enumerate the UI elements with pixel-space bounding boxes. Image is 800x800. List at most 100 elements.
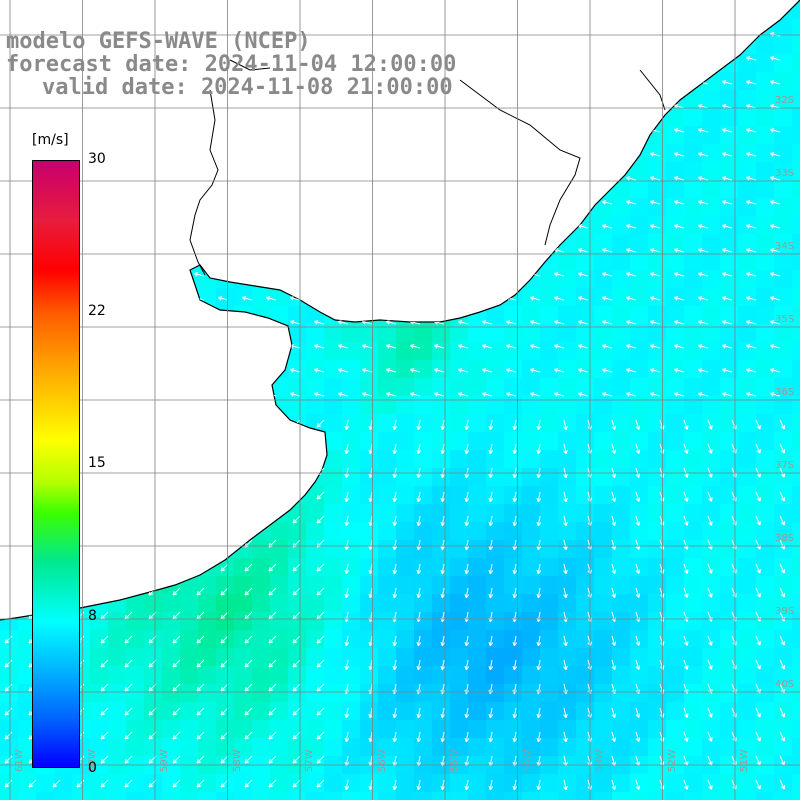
wind-speed-cell	[612, 0, 630, 18]
wind-speed-cell	[270, 180, 288, 198]
wind-arrow	[193, 320, 205, 325]
wind-arrow	[344, 539, 350, 551]
wind-speed-cell	[198, 702, 216, 720]
wind-speed-cell	[126, 0, 144, 18]
wind-speed-cell	[90, 702, 108, 720]
wind-speed-cell	[162, 342, 180, 360]
wind-speed-cell	[216, 270, 234, 288]
latitude-label: 35S	[775, 314, 795, 325]
wind-speed-cell	[468, 36, 486, 54]
wind-speed-cell	[288, 432, 306, 450]
wind-speed-cell	[432, 198, 450, 216]
wind-arrow	[416, 659, 422, 671]
wind-speed-cell	[180, 450, 198, 468]
wind-speed-cell	[630, 216, 648, 234]
wind-arrow	[409, 392, 421, 397]
wind-arrow	[172, 779, 181, 788]
wind-arrow	[779, 443, 786, 454]
wind-arrow	[673, 8, 685, 13]
wind-speed-cell	[324, 432, 342, 450]
wind-speed-cell	[630, 252, 648, 270]
wind-arrow	[779, 707, 786, 718]
wind-speed-cell	[612, 252, 630, 270]
wind-arrow	[721, 272, 733, 277]
wind-speed-cell	[684, 0, 702, 18]
wind-speed-cell	[684, 324, 702, 342]
wind-speed-cell	[576, 18, 594, 36]
wind-speed-cell	[576, 432, 594, 450]
wind-speed-cell	[288, 738, 306, 756]
wind-arrow	[625, 128, 637, 133]
wind-speed-cell	[252, 414, 270, 432]
wind-speed-cell	[432, 108, 450, 126]
wind-speed-cell	[504, 126, 522, 144]
wind-speed-cell	[216, 360, 234, 378]
wind-speed-cell	[270, 450, 288, 468]
wind-arrow	[241, 344, 253, 349]
wind-speed-cell	[684, 54, 702, 72]
wind-speed-cell	[360, 774, 378, 792]
wind-speed-cell	[414, 468, 432, 486]
wind-arrow	[313, 8, 325, 13]
wind-arrow	[337, 248, 349, 253]
wind-speed-cell	[792, 612, 800, 630]
wind-speed-cell	[342, 540, 360, 558]
wind-speed-cell	[576, 144, 594, 162]
wind-speed-cell	[576, 108, 594, 126]
wind-arrow	[361, 176, 373, 181]
wind-arrow	[611, 491, 617, 502]
wind-arrow	[635, 635, 641, 646]
wind-arrow	[220, 755, 229, 764]
wind-speed-cell	[540, 396, 558, 414]
wind-arrow	[529, 80, 541, 85]
wind-arrow	[625, 368, 637, 373]
wind-arrow	[316, 443, 325, 452]
wind-speed-cell	[486, 432, 504, 450]
wind-speed-cell	[144, 450, 162, 468]
wind-speed-cell	[252, 288, 270, 306]
wind-speed-cell	[396, 324, 414, 342]
wind-arrow	[563, 779, 568, 791]
wind-speed-cell	[378, 684, 396, 702]
wind-speed-cell	[630, 162, 648, 180]
wind-speed-cell	[450, 0, 468, 18]
wind-arrow	[100, 683, 109, 692]
wind-speed-cell	[666, 324, 684, 342]
wind-speed-cell	[144, 792, 162, 800]
wind-arrow	[553, 272, 565, 277]
wind-speed-cell	[594, 612, 612, 630]
wind-speed-cell	[342, 180, 360, 198]
wind-speed-cell	[450, 666, 468, 684]
wind-arrow	[769, 272, 781, 277]
wind-speed-cell	[324, 540, 342, 558]
wind-speed-cell	[756, 360, 774, 378]
wind-speed-cell	[666, 108, 684, 126]
wind-speed-cell	[324, 270, 342, 288]
wind-speed-cell	[540, 486, 558, 504]
wind-arrow	[457, 32, 469, 37]
wind-speed-cell	[558, 234, 576, 252]
wind-speed-cell	[630, 0, 648, 18]
wind-speed-cell	[180, 126, 198, 144]
wind-arrow	[241, 320, 253, 325]
wind-speed-cell	[576, 558, 594, 576]
wind-speed-cell	[126, 576, 144, 594]
wind-speed-cell	[576, 54, 594, 72]
wind-speed-cell	[324, 162, 342, 180]
wind-speed-cell	[360, 378, 378, 396]
wind-speed-cell	[684, 702, 702, 720]
wind-speed-cell	[144, 306, 162, 324]
wind-speed-cell	[180, 702, 198, 720]
wind-speed-cell	[468, 450, 486, 468]
wind-arrow	[769, 392, 781, 397]
latitude-label: 39S	[775, 606, 795, 617]
wind-arrow	[577, 128, 589, 133]
wind-speed-cell	[774, 162, 792, 180]
wind-speed-cell	[720, 234, 738, 252]
wind-speed-cell	[540, 468, 558, 486]
wind-speed-cell	[594, 144, 612, 162]
wind-arrow	[697, 152, 709, 157]
wind-speed-cell	[360, 738, 378, 756]
wind-speed-cell	[162, 702, 180, 720]
wind-speed-cell	[144, 216, 162, 234]
